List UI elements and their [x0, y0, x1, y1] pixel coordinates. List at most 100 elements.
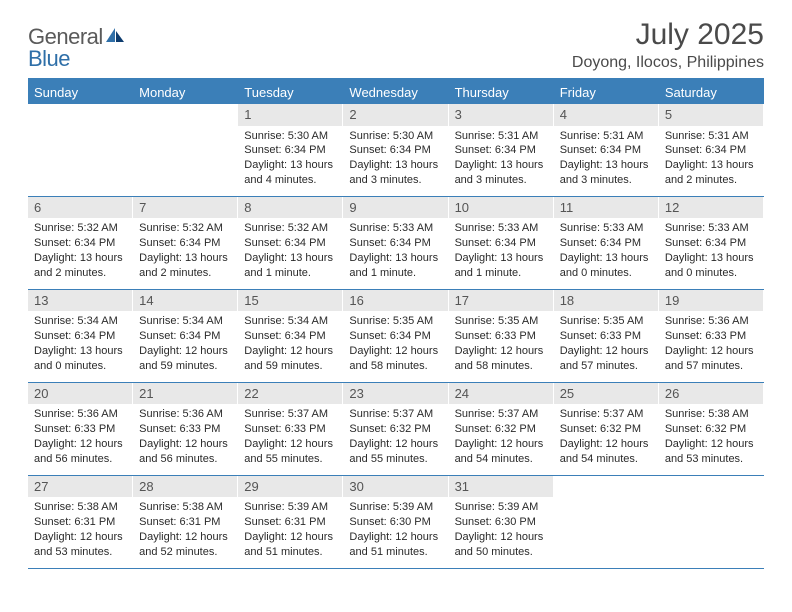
day-body: Sunrise: 5:33 AMSunset: 6:34 PMDaylight:…: [449, 221, 554, 280]
sunset-text: Sunset: 6:34 PM: [34, 236, 127, 251]
sunset-text: Sunset: 6:32 PM: [665, 422, 758, 437]
sunset-text: Sunset: 6:33 PM: [665, 329, 758, 344]
daylight-text: Daylight: 12 hours and 50 minutes.: [455, 530, 548, 560]
day-header: Sunday: [28, 81, 133, 104]
day-cell: 15Sunrise: 5:34 AMSunset: 6:34 PMDayligh…: [238, 290, 343, 382]
logo: GeneralBlue: [28, 18, 127, 72]
day-cell: [659, 476, 764, 568]
daylight-text: Daylight: 13 hours and 2 minutes.: [665, 158, 758, 188]
daylight-text: Daylight: 12 hours and 59 minutes.: [244, 344, 337, 374]
daylight-text: Daylight: 13 hours and 2 minutes.: [139, 251, 232, 281]
day-number: 10: [449, 197, 554, 219]
day-body: Sunrise: 5:31 AMSunset: 6:34 PMDaylight:…: [449, 129, 554, 188]
daylight-text: Daylight: 12 hours and 58 minutes.: [349, 344, 442, 374]
day-number: 19: [659, 290, 764, 312]
sunrise-text: Sunrise: 5:37 AM: [244, 407, 337, 422]
day-body: Sunrise: 5:38 AMSunset: 6:31 PMDaylight:…: [28, 500, 133, 559]
daylight-text: Daylight: 13 hours and 4 minutes.: [244, 158, 337, 188]
sunset-text: Sunset: 6:34 PM: [349, 329, 442, 344]
sunrise-text: Sunrise: 5:31 AM: [455, 129, 548, 144]
day-number: 7: [133, 197, 238, 219]
day-cell: 21Sunrise: 5:36 AMSunset: 6:33 PMDayligh…: [133, 383, 238, 475]
sunset-text: Sunset: 6:34 PM: [349, 236, 442, 251]
day-header: Thursday: [449, 81, 554, 104]
week-row: 6Sunrise: 5:32 AMSunset: 6:34 PMDaylight…: [28, 197, 764, 290]
day-cell: 1Sunrise: 5:30 AMSunset: 6:34 PMDaylight…: [238, 104, 343, 196]
day-number: 18: [554, 290, 659, 312]
sunrise-text: Sunrise: 5:31 AM: [560, 129, 653, 144]
daylight-text: Daylight: 13 hours and 3 minutes.: [455, 158, 548, 188]
week-row: 27Sunrise: 5:38 AMSunset: 6:31 PMDayligh…: [28, 476, 764, 569]
day-cell: 14Sunrise: 5:34 AMSunset: 6:34 PMDayligh…: [133, 290, 238, 382]
day-body: Sunrise: 5:34 AMSunset: 6:34 PMDaylight:…: [133, 314, 238, 373]
daylight-text: Daylight: 12 hours and 57 minutes.: [665, 344, 758, 374]
day-cell: 7Sunrise: 5:32 AMSunset: 6:34 PMDaylight…: [133, 197, 238, 289]
daylight-text: Daylight: 13 hours and 3 minutes.: [560, 158, 653, 188]
day-body: Sunrise: 5:35 AMSunset: 6:33 PMDaylight:…: [554, 314, 659, 373]
sunrise-text: Sunrise: 5:39 AM: [455, 500, 548, 515]
sunset-text: Sunset: 6:34 PM: [139, 329, 232, 344]
sunrise-text: Sunrise: 5:33 AM: [560, 221, 653, 236]
day-cell: 12Sunrise: 5:33 AMSunset: 6:34 PMDayligh…: [659, 197, 764, 289]
day-number: 4: [554, 104, 659, 126]
sunrise-text: Sunrise: 5:34 AM: [34, 314, 127, 329]
day-body: Sunrise: 5:36 AMSunset: 6:33 PMDaylight:…: [133, 407, 238, 466]
day-cell: 16Sunrise: 5:35 AMSunset: 6:34 PMDayligh…: [343, 290, 448, 382]
day-body: Sunrise: 5:36 AMSunset: 6:33 PMDaylight:…: [659, 314, 764, 373]
daylight-text: Daylight: 13 hours and 1 minute.: [349, 251, 442, 281]
day-body: Sunrise: 5:32 AMSunset: 6:34 PMDaylight:…: [28, 221, 133, 280]
day-number: 28: [133, 476, 238, 498]
sunset-text: Sunset: 6:31 PM: [244, 515, 337, 530]
day-cell: 25Sunrise: 5:37 AMSunset: 6:32 PMDayligh…: [554, 383, 659, 475]
daylight-text: Daylight: 12 hours and 51 minutes.: [244, 530, 337, 560]
day-body: Sunrise: 5:34 AMSunset: 6:34 PMDaylight:…: [238, 314, 343, 373]
day-number: 29: [238, 476, 343, 498]
sunrise-text: Sunrise: 5:35 AM: [455, 314, 548, 329]
sunrise-text: Sunrise: 5:33 AM: [665, 221, 758, 236]
day-cell: [28, 104, 133, 196]
day-cell: 5Sunrise: 5:31 AMSunset: 6:34 PMDaylight…: [659, 104, 764, 196]
weeks-container: 1Sunrise: 5:30 AMSunset: 6:34 PMDaylight…: [28, 104, 764, 569]
day-cell: 22Sunrise: 5:37 AMSunset: 6:33 PMDayligh…: [238, 383, 343, 475]
sunrise-text: Sunrise: 5:33 AM: [349, 221, 442, 236]
sunrise-text: Sunrise: 5:37 AM: [560, 407, 653, 422]
sunrise-text: Sunrise: 5:36 AM: [139, 407, 232, 422]
day-body: Sunrise: 5:38 AMSunset: 6:32 PMDaylight:…: [659, 407, 764, 466]
sunset-text: Sunset: 6:34 PM: [34, 329, 127, 344]
sunrise-text: Sunrise: 5:37 AM: [455, 407, 548, 422]
day-body: Sunrise: 5:38 AMSunset: 6:31 PMDaylight:…: [133, 500, 238, 559]
day-cell: 31Sunrise: 5:39 AMSunset: 6:30 PMDayligh…: [449, 476, 554, 568]
sunrise-text: Sunrise: 5:36 AM: [34, 407, 127, 422]
day-body: Sunrise: 5:37 AMSunset: 6:32 PMDaylight:…: [343, 407, 448, 466]
sunset-text: Sunset: 6:34 PM: [244, 329, 337, 344]
day-cell: 24Sunrise: 5:37 AMSunset: 6:32 PMDayligh…: [449, 383, 554, 475]
day-cell: 23Sunrise: 5:37 AMSunset: 6:32 PMDayligh…: [343, 383, 448, 475]
day-body: Sunrise: 5:33 AMSunset: 6:34 PMDaylight:…: [554, 221, 659, 280]
day-cell: 28Sunrise: 5:38 AMSunset: 6:31 PMDayligh…: [133, 476, 238, 568]
day-cell: 29Sunrise: 5:39 AMSunset: 6:31 PMDayligh…: [238, 476, 343, 568]
calendar-page: GeneralBlue July 2025 Doyong, Ilocos, Ph…: [0, 0, 792, 587]
day-cell: [133, 104, 238, 196]
day-header: Friday: [554, 81, 659, 104]
header-right: July 2025 Doyong, Ilocos, Philippines: [572, 18, 764, 72]
sunrise-text: Sunrise: 5:38 AM: [34, 500, 127, 515]
daylight-text: Daylight: 12 hours and 57 minutes.: [560, 344, 653, 374]
day-body: Sunrise: 5:30 AMSunset: 6:34 PMDaylight:…: [343, 129, 448, 188]
daylight-text: Daylight: 12 hours and 55 minutes.: [244, 437, 337, 467]
day-header: Tuesday: [238, 81, 343, 104]
day-cell: 4Sunrise: 5:31 AMSunset: 6:34 PMDaylight…: [554, 104, 659, 196]
daylight-text: Daylight: 12 hours and 51 minutes.: [349, 530, 442, 560]
day-number: 12: [659, 197, 764, 219]
day-number: 16: [343, 290, 448, 312]
day-body: Sunrise: 5:37 AMSunset: 6:32 PMDaylight:…: [554, 407, 659, 466]
sunset-text: Sunset: 6:34 PM: [349, 143, 442, 158]
daylight-text: Daylight: 12 hours and 56 minutes.: [139, 437, 232, 467]
day-number: 24: [449, 383, 554, 405]
logo-sail-icon: [105, 27, 127, 48]
sunset-text: Sunset: 6:33 PM: [560, 329, 653, 344]
day-cell: 6Sunrise: 5:32 AMSunset: 6:34 PMDaylight…: [28, 197, 133, 289]
day-number: 9: [343, 197, 448, 219]
week-row: 13Sunrise: 5:34 AMSunset: 6:34 PMDayligh…: [28, 290, 764, 383]
day-cell: 30Sunrise: 5:39 AMSunset: 6:30 PMDayligh…: [343, 476, 448, 568]
day-number: 3: [449, 104, 554, 126]
